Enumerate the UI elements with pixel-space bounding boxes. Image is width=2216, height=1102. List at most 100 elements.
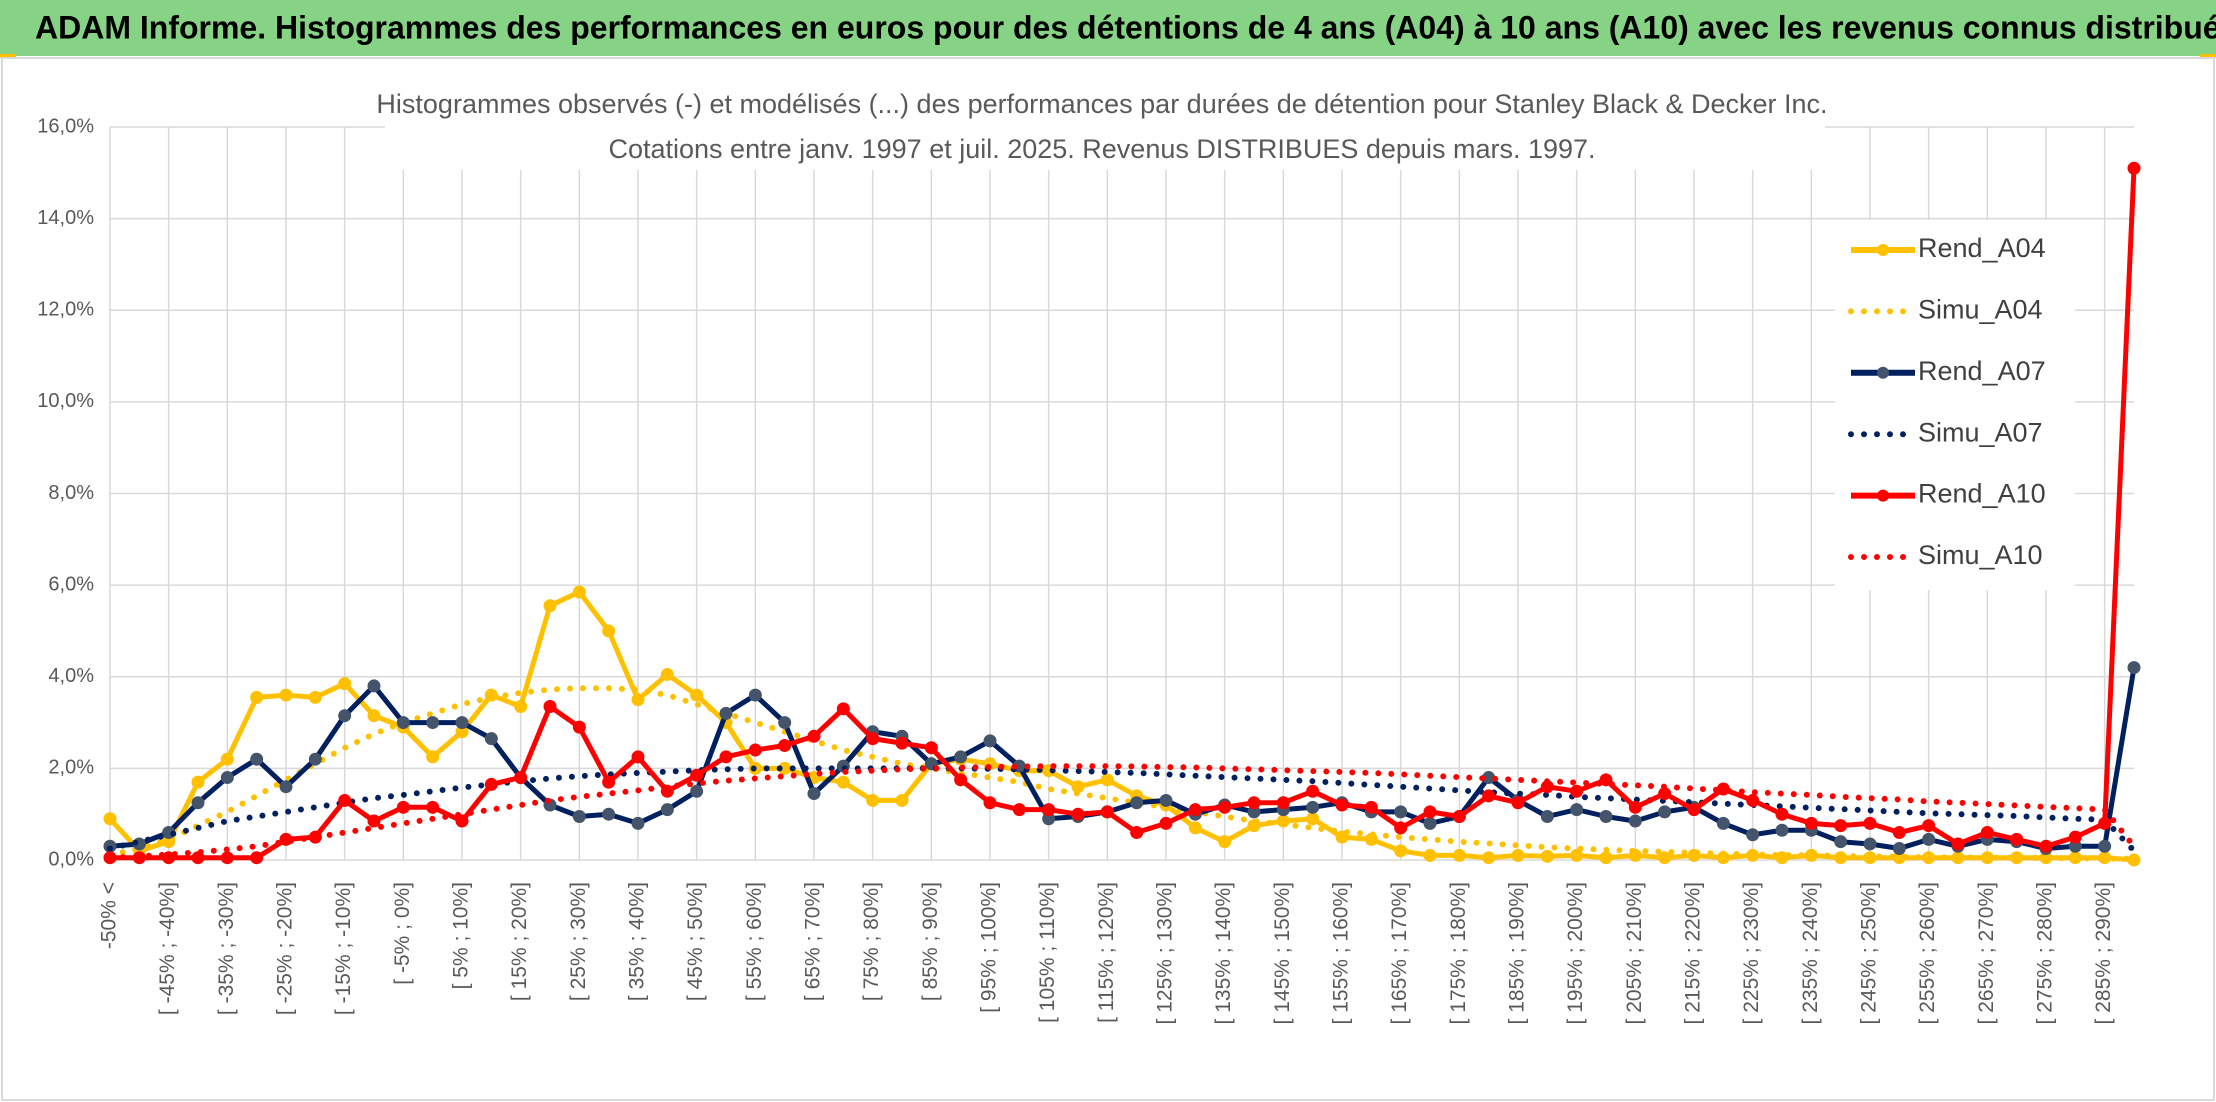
point [807, 787, 821, 801]
x-tick-label: [ 245% ; 250%] [1858, 882, 1881, 1024]
point [1511, 796, 1525, 810]
point [484, 732, 498, 746]
point [396, 800, 410, 814]
point [1951, 837, 1965, 851]
point [1218, 835, 1232, 849]
point [1042, 803, 1056, 817]
point [279, 780, 293, 794]
x-tick-label: [ 145% ; 150%] [1271, 882, 1294, 1024]
point [250, 690, 264, 704]
corner [2200, 54, 2216, 58]
point [866, 732, 880, 746]
x-tick-label: [ 75% ; 80%] [860, 882, 883, 1001]
x-tick-label: [ 85% ; 90%] [919, 882, 942, 1001]
point [1188, 803, 1202, 817]
x-tick-label: [ 265% ; 270%] [1975, 882, 1998, 1024]
point [220, 752, 234, 766]
point [778, 738, 792, 752]
x-tick-label: [ 255% ; 260%] [1916, 882, 1939, 1024]
point [1658, 851, 1672, 865]
point [895, 736, 909, 750]
point [367, 814, 381, 828]
point [1188, 821, 1202, 835]
point [572, 809, 586, 823]
point [396, 716, 410, 730]
x-tick-label: [ -35% ; -30%] [215, 882, 238, 1015]
title-backdrop [385, 88, 1825, 170]
y-tick-label: 6,0% [48, 573, 94, 595]
point [1276, 796, 1290, 810]
point [1834, 835, 1848, 849]
point [338, 793, 352, 807]
y-tick-label: 16,0% [37, 115, 94, 137]
point [954, 750, 968, 764]
point [631, 693, 645, 707]
point [338, 709, 352, 723]
point [690, 768, 704, 782]
y-tick-label: 8,0% [48, 482, 94, 504]
point [1306, 784, 1320, 798]
point [543, 599, 557, 613]
point [719, 750, 733, 764]
point [250, 752, 264, 766]
x-tick-label: [ 55% ; 60%] [743, 882, 766, 1001]
point [807, 729, 821, 743]
plot: 0,0% 2,0% 4,0% 6,0% 8,0% 10,0% 12,0% 14,0% 16,0%… [37, 115, 2141, 1024]
corner [0, 54, 16, 58]
y-tick-label: 14,0% [37, 207, 94, 229]
point [1012, 803, 1026, 817]
point [2127, 853, 2141, 867]
point [1482, 789, 1496, 803]
point [103, 812, 117, 826]
point [1775, 823, 1789, 837]
series-line [107, 685, 2137, 862]
point [602, 775, 616, 789]
point [1159, 793, 1173, 807]
x-tick-label: [ 175% ; 180%] [1447, 882, 1470, 1024]
point [1130, 796, 1144, 810]
point [250, 851, 264, 865]
y-tick-label: 2,0% [48, 757, 94, 779]
point [1863, 837, 1877, 851]
point [1570, 848, 1584, 862]
x-tick-label: [ 125% ; 130%] [1154, 882, 1177, 1024]
legend-label: Rend_A10 [1918, 479, 2046, 509]
point [1980, 826, 1994, 840]
point [836, 702, 850, 716]
point [660, 667, 674, 681]
chart-frame [1, 57, 2215, 1101]
point [748, 688, 762, 702]
point [602, 807, 616, 821]
point [631, 816, 645, 830]
point [367, 709, 381, 723]
point [2098, 816, 2112, 830]
point [2068, 830, 2082, 844]
point [690, 784, 704, 798]
chart-title: Histogrammes observés (-) et modélisés (… [376, 89, 1827, 119]
point [1922, 832, 1936, 846]
point [1570, 784, 1584, 798]
point [983, 734, 997, 748]
point [1599, 851, 1613, 865]
point [514, 700, 528, 714]
point [1071, 807, 1085, 821]
y-tick-label: 0,0% [48, 848, 94, 870]
point [455, 814, 469, 828]
point [1746, 793, 1760, 807]
x-tick-label: [ 225% ; 230%] [1740, 882, 1763, 1024]
point [1423, 816, 1437, 830]
header-title: ADAM Informe. Histogrammes des performan… [35, 9, 2216, 45]
point [279, 688, 293, 702]
point [836, 775, 850, 789]
x-tick-label: [ 135% ; 140%] [1212, 882, 1235, 1024]
point [1775, 807, 1789, 821]
point [1306, 800, 1320, 814]
series-line [107, 763, 2137, 861]
point [1540, 849, 1554, 863]
legend-label: Rend_A04 [1918, 233, 2046, 263]
point [514, 771, 528, 785]
point [1423, 848, 1437, 862]
point [2098, 839, 2112, 853]
point [778, 716, 792, 730]
